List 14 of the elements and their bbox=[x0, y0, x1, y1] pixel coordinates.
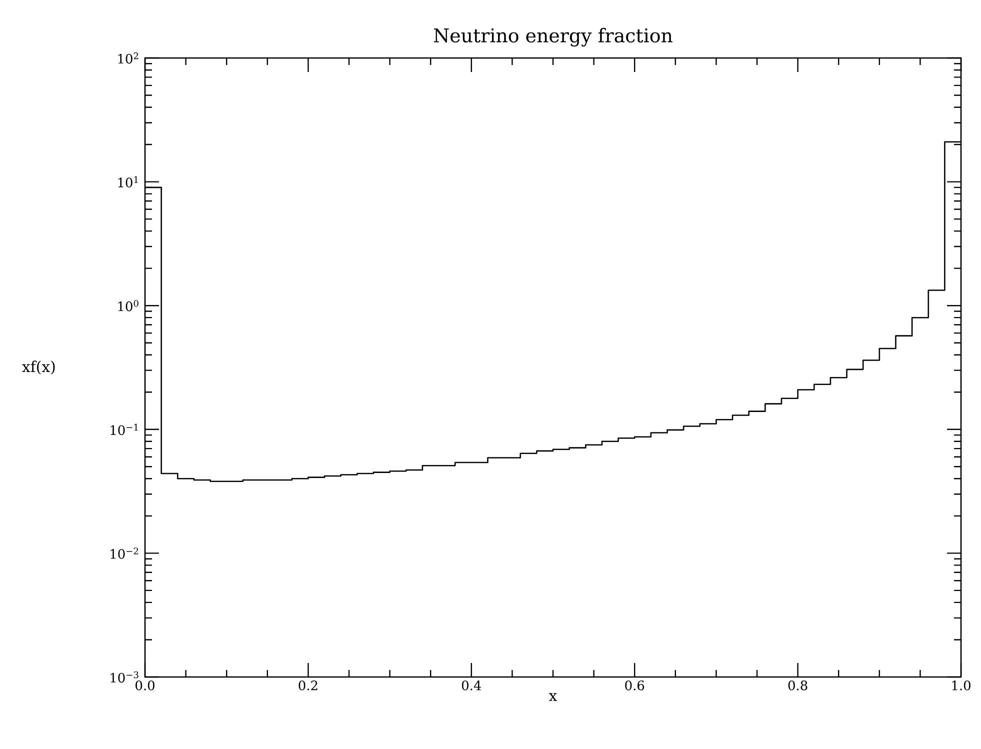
x-tick-label: 0.8 bbox=[788, 680, 808, 690]
x-tick-label: 0.2 bbox=[298, 680, 318, 690]
y-tick-label: 10$^{−1}$ bbox=[110, 424, 138, 436]
y-tick-label: 10$^{1}$ bbox=[118, 176, 138, 188]
y-tick-label: 10$^{0}$ bbox=[118, 300, 138, 312]
x-axis-title: x bbox=[548, 693, 558, 701]
x-tick-label: 0.4 bbox=[462, 680, 482, 690]
x-tick-label: 0.0 bbox=[136, 680, 154, 690]
y-tick-label: 10$^{2}$ bbox=[118, 52, 138, 64]
x-tick-label: 0.6 bbox=[625, 680, 644, 690]
chart-title: Neutrino energy fraction bbox=[434, 28, 672, 46]
y-axis-title: xf(x) bbox=[22, 360, 55, 374]
y-tick-label: 10$^{−2}$ bbox=[110, 548, 138, 559]
x-tick-label: 1.0 bbox=[952, 680, 970, 690]
